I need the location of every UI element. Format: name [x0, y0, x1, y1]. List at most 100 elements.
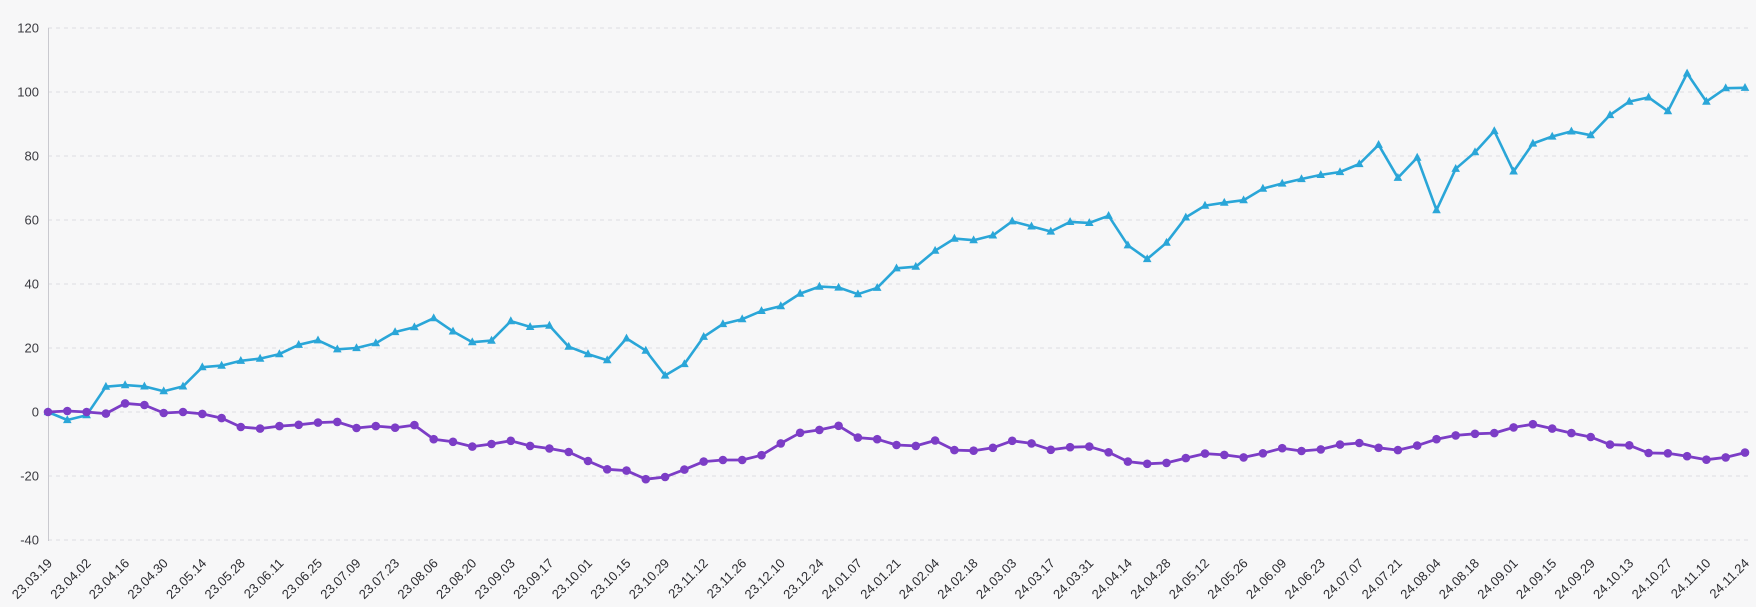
series-1-triangle-marker [198, 362, 207, 371]
series-2-circle-marker [1046, 445, 1056, 455]
series-2-circle-marker [660, 472, 670, 482]
series-1-triangle-marker [178, 381, 188, 390]
series-1-triangle-marker [1644, 92, 1653, 101]
series-2-circle-marker [448, 437, 458, 447]
series-2-circle-marker [1258, 449, 1268, 458]
series-1-triangle-marker [1393, 173, 1403, 181]
series-1-triangle-marker [872, 283, 882, 291]
y-axis-tick-label: 0 [32, 405, 39, 420]
series-1-triangle-marker [911, 261, 921, 270]
series-1-triangle-marker [1509, 166, 1518, 175]
series-1-triangle-marker [1239, 195, 1248, 204]
series-1-triangle-marker [1470, 147, 1480, 156]
series-2-circle-marker [1142, 459, 1152, 469]
series-2-circle-marker [410, 420, 419, 430]
series-1-triangle-marker [1220, 197, 1229, 206]
series-1-triangle-marker [988, 230, 998, 239]
series-1-triangle-marker [545, 320, 554, 329]
series-2-circle-marker [545, 444, 554, 453]
series-2-circle-marker [583, 456, 593, 466]
series-2-circle-marker [1740, 448, 1750, 457]
series-2-circle-marker [1509, 423, 1518, 432]
series-1-triangle-marker [1355, 159, 1364, 168]
y-axis-tick-label: -20 [20, 469, 39, 484]
series-2-circle-marker [1239, 453, 1248, 462]
series-1-triangle-marker [1721, 83, 1730, 92]
series-2-circle-marker [1682, 451, 1692, 461]
series-1-triangle-marker [1740, 83, 1750, 91]
series-1-triangle-marker [410, 322, 419, 331]
series-2-circle-marker [969, 446, 978, 456]
series-1-triangle-marker [699, 332, 708, 340]
series-2-circle-marker [1490, 428, 1499, 438]
series-1-triangle-marker [660, 370, 670, 379]
series-2-circle-marker [217, 413, 226, 423]
y-axis-tick-label: 80 [25, 149, 39, 164]
series-2-circle-marker [950, 445, 959, 455]
series-2-circle-marker [1605, 440, 1615, 449]
series-1-triangle-marker [429, 313, 438, 322]
series-2-circle-marker [602, 465, 612, 474]
series-2-circle-marker [1663, 449, 1673, 458]
series-1-triangle-marker [448, 326, 458, 335]
series-1-triangle-marker [333, 344, 342, 353]
series-2-circle-marker [140, 400, 149, 410]
series-2-circle-marker [63, 406, 72, 416]
series-1-triangle-marker [217, 360, 226, 369]
series-2-circle-marker [1432, 434, 1441, 444]
series-1-triangle-marker [1451, 164, 1460, 172]
series-1-triangle-marker [1586, 130, 1595, 139]
series-1-triangle-marker [1085, 218, 1094, 226]
series-2-circle-marker [872, 434, 882, 444]
series-1-triangle-marker [1567, 126, 1576, 135]
series-1-triangle-marker [294, 340, 303, 348]
series-1-triangle-marker [680, 359, 689, 368]
series-1-triangle-marker [63, 415, 72, 424]
series-1-triangle-marker [1335, 167, 1345, 176]
series-2-circle-marker [313, 418, 323, 427]
series-2-circle-marker [680, 465, 689, 474]
series-2-circle-marker [1625, 441, 1634, 450]
series-2-circle-marker [371, 421, 381, 431]
series-2-circle-marker [1470, 429, 1480, 439]
series-1-triangle-marker [1104, 211, 1113, 219]
series-1-triangle-marker [1297, 174, 1306, 183]
series-1-triangle-marker [1547, 131, 1557, 140]
series-2-circle-marker [333, 417, 342, 427]
series-2-circle-marker [1297, 446, 1306, 456]
series-1-triangle-marker [853, 289, 863, 298]
series-2-circle-marker [718, 455, 728, 465]
series-1-triangle-marker [1663, 106, 1673, 115]
series-2-circle-marker [1123, 457, 1133, 466]
series-1-triangle-marker [564, 341, 573, 350]
series-1-triangle-marker [776, 301, 786, 310]
series-2-circle-marker [911, 441, 921, 451]
series-1-triangle-marker [815, 281, 824, 290]
series-2-circle-marker [487, 439, 496, 449]
series-1-triangle-marker [275, 349, 284, 358]
series-1-triangle-marker [159, 386, 168, 395]
series-1-triangle-marker [120, 380, 130, 389]
series-1-triangle-marker [583, 349, 593, 358]
series-1-triangle-marker [1702, 96, 1711, 105]
series-2-circle-marker [1220, 450, 1229, 460]
series-2-circle-marker [892, 440, 901, 450]
series-2-circle-marker [1007, 436, 1017, 446]
series-1-triangle-marker [140, 381, 149, 390]
series-2-circle-marker [101, 409, 111, 418]
series-1-triangle-marker [1200, 200, 1210, 209]
series-1-triangle-marker [1490, 126, 1499, 135]
series-1-triangle-marker [795, 288, 805, 297]
series-1-triangle-marker [467, 337, 477, 346]
y-axis-tick-label: 120 [17, 21, 39, 36]
series-2-circle-marker [352, 423, 361, 433]
series-2-circle-marker [1393, 445, 1403, 455]
series-2-circle-marker [757, 450, 766, 460]
series-2-circle-marker [1355, 438, 1364, 448]
series-1-triangle-marker [1412, 152, 1422, 161]
series-1-triangle-marker [1046, 226, 1056, 235]
y-axis-tick-label: -40 [20, 533, 39, 548]
series-1-triangle-marker [1142, 254, 1152, 263]
